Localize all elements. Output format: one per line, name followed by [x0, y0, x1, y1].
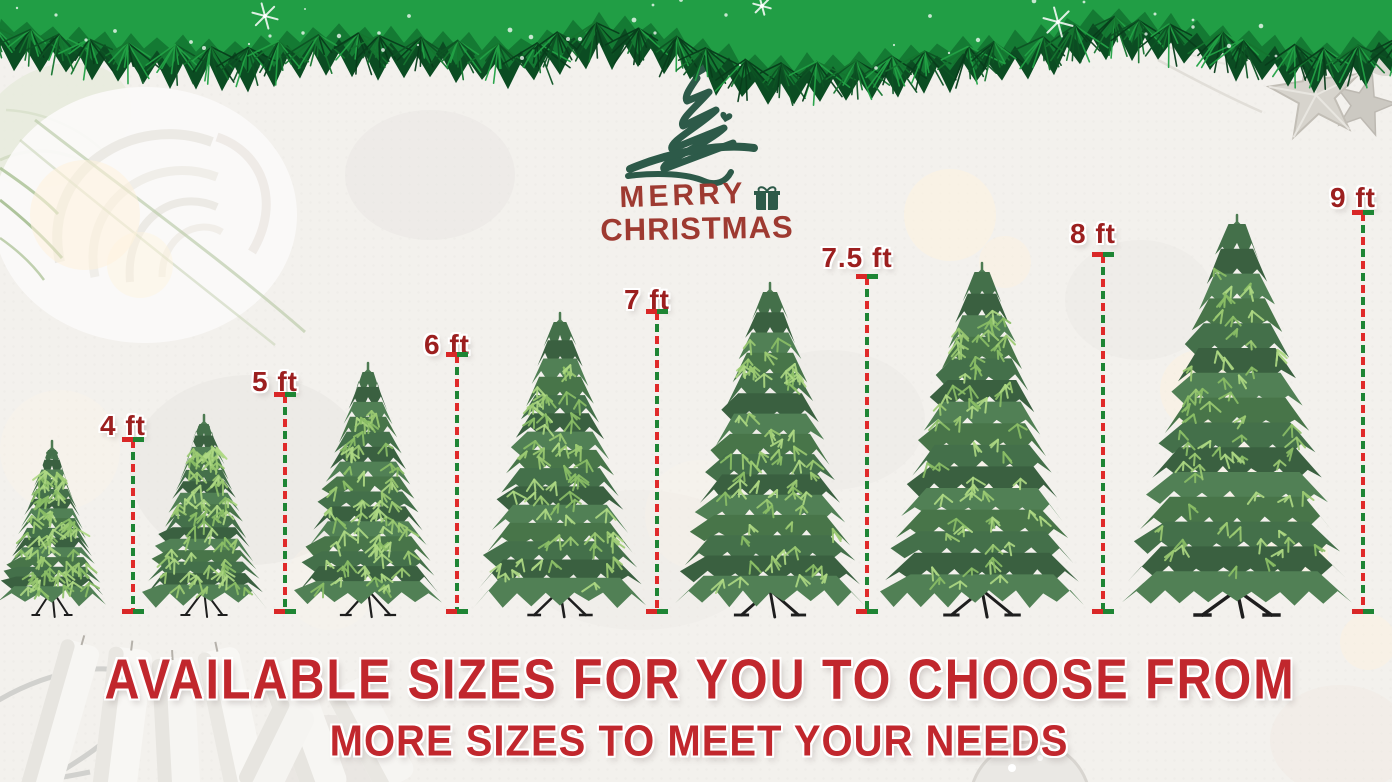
merry-christmas-logo-art [625, 55, 780, 210]
measure-cap-top [274, 392, 296, 397]
size-label: 7.5 ft [821, 242, 893, 273]
measure-cap-bottom [856, 609, 878, 614]
measure-dashed-line [655, 312, 659, 613]
measure-cap-top [856, 274, 878, 279]
christmas-tree [880, 261, 1084, 619]
measure-cap-bottom [446, 609, 468, 614]
measure-cap-top [446, 352, 468, 357]
measure-dashed-line [1361, 213, 1365, 613]
measure-cap-top [646, 309, 668, 314]
snowflakes [251, 0, 1074, 38]
measure-cap-top [122, 437, 144, 442]
measure-cap-top [1352, 210, 1374, 215]
white-rose [0, 62, 306, 346]
size-label: 9 ft [1330, 182, 1376, 213]
christmas-tree [142, 413, 266, 618]
christmas-tree [294, 361, 442, 619]
pine-garland [0, 0, 1392, 106]
silver-ball [971, 740, 1089, 782]
size-label: 8 ft [1070, 218, 1116, 249]
christmas-tree [675, 281, 865, 619]
sub-heading: MORE SIZES TO MEET YOUR NEEDS [329, 717, 1069, 766]
measure-cap-top [1092, 252, 1114, 257]
measure-cap-bottom [1092, 609, 1114, 614]
measure-cap-bottom [122, 609, 144, 614]
christmas-tree [0, 439, 106, 618]
measure-dashed-line [1101, 255, 1105, 613]
white-candles [0, 635, 414, 782]
measure-dashed-line [283, 395, 287, 613]
main-heading: AVAILABLE SIZES FOR YOU TO CHOOSE FROM [104, 647, 1296, 711]
gift-icon [754, 186, 780, 210]
measure-dashed-line [455, 355, 459, 613]
christmas-tree [1122, 213, 1352, 619]
measure-dashed-line [131, 440, 135, 613]
measure-dashed-line [865, 277, 869, 613]
size-label: 5 ft [252, 366, 298, 397]
christmas-tree [474, 311, 646, 619]
size-label: 4 ft [100, 410, 146, 441]
measure-cap-bottom [646, 609, 668, 614]
logo-christmas-text: CHRISTMAS [600, 209, 794, 248]
measure-cap-bottom [274, 609, 296, 614]
logo-merry-text: MERRY [618, 176, 748, 215]
heart-icon [720, 111, 733, 123]
measure-cap-bottom [1352, 609, 1374, 614]
